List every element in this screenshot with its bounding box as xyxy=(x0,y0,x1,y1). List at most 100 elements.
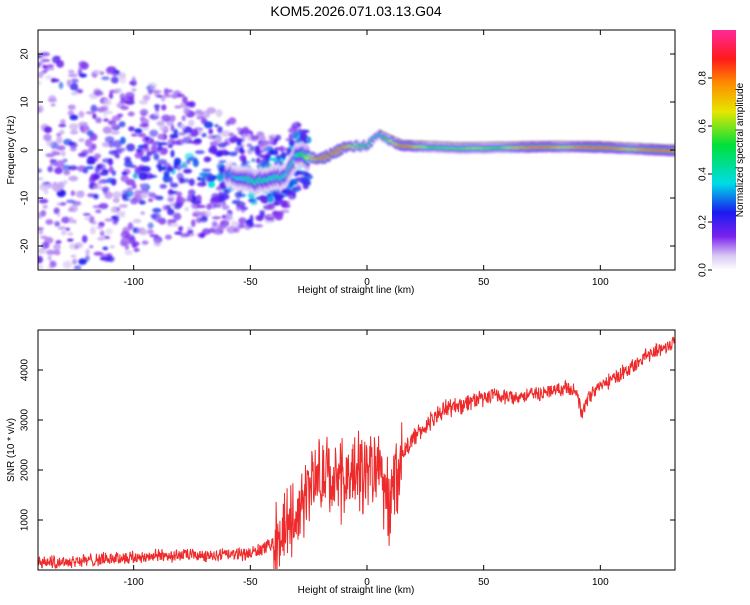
spectrogram-cell xyxy=(162,205,169,211)
spectrogram-cell xyxy=(280,151,287,159)
spectrogram-cell xyxy=(225,120,231,127)
spectrogram-cell xyxy=(185,101,193,107)
spectrogram-cell xyxy=(138,200,146,205)
spectrogram-cell xyxy=(47,165,53,173)
spectrogram-cell xyxy=(52,151,61,156)
spectrogram-cell xyxy=(103,118,109,122)
spectrogram-x-tick-label: 0 xyxy=(364,277,370,288)
spectrogram-cell xyxy=(218,224,227,229)
spectrogram-y-tick-label: -20 xyxy=(20,238,31,253)
spectrogram-cell xyxy=(124,189,134,198)
spectrogram-cell xyxy=(56,60,64,68)
spectrogram-cell xyxy=(304,173,312,177)
spectrogram-cell xyxy=(137,133,147,138)
spectrogram-cell xyxy=(210,196,220,203)
spectrogram-cell xyxy=(54,250,61,256)
spectrogram-cell xyxy=(61,150,66,157)
spectrogram-cell xyxy=(223,189,231,194)
spectrogram-cell xyxy=(117,72,127,79)
spectrogram-cell xyxy=(184,206,189,212)
spectrogram-cell xyxy=(112,215,120,223)
spectrogram-x-tick-label: 100 xyxy=(592,277,609,288)
spectrogram-cell xyxy=(220,130,231,138)
spectrogram-cell xyxy=(246,133,252,142)
spectrogram-cell xyxy=(109,245,115,249)
spectrogram-cell xyxy=(299,132,308,141)
spectrogram-cell xyxy=(238,217,247,224)
spectrogram-cell xyxy=(38,264,44,270)
spectrogram-cell xyxy=(211,221,218,228)
spectrogram-cell xyxy=(156,94,163,98)
spectrogram-cell xyxy=(111,170,117,176)
spectrogram-cell xyxy=(275,154,282,159)
spectrogram-cell xyxy=(240,160,251,164)
spectrogram-cell xyxy=(268,157,278,162)
spectrogram-cell xyxy=(219,181,228,190)
spectrogram-cell xyxy=(42,204,48,209)
spectrogram-cell xyxy=(211,147,218,155)
spectrogram-cell xyxy=(201,168,212,172)
spectrogram-cell xyxy=(86,130,94,137)
spectrogram-y-axis-label: Frequency (Hz) xyxy=(6,116,17,185)
spectrogram-cell xyxy=(153,153,160,161)
spectrogram-cell xyxy=(239,154,247,162)
spectrogram-cell xyxy=(264,145,274,152)
colorbar: 0.0 0.2 0.4 0.6 0.8 Normalized spectral ampl… xyxy=(698,30,746,277)
spectrogram-cell xyxy=(66,199,76,204)
spectrogram-cell xyxy=(69,83,79,91)
spectrogram-cell xyxy=(70,190,76,196)
spectrogram-cell xyxy=(118,121,126,128)
spectrogram-cell xyxy=(195,217,202,224)
spectrogram-frame xyxy=(37,29,676,271)
spectrogram-cell xyxy=(63,169,71,176)
snr-x-tick-label: -50 xyxy=(243,577,258,588)
spectrogram-cell xyxy=(238,223,246,229)
spectrogram-cell xyxy=(65,227,70,231)
spectrogram-cell xyxy=(87,193,96,198)
spectrogram-cell xyxy=(50,103,56,107)
colorbar-tick-label: 0.2 xyxy=(698,215,709,229)
colorbar-tick-label: 0.6 xyxy=(698,119,709,133)
spectrogram-cell xyxy=(153,194,159,200)
snr-plot-area xyxy=(38,330,675,570)
snr-x-tick-label: -100 xyxy=(124,577,144,588)
spectrogram-cell xyxy=(176,93,185,98)
spectrogram-cell xyxy=(240,127,250,134)
spectrogram-cell xyxy=(71,78,79,84)
spectrogram-cell xyxy=(256,157,261,164)
spectrogram-cell xyxy=(67,238,74,242)
spectrogram-cell xyxy=(204,210,212,218)
spectrogram-cell xyxy=(239,146,244,154)
spectrogram-cells xyxy=(38,51,675,270)
spectrogram-cell xyxy=(141,165,151,173)
spectrogram-cell xyxy=(142,126,150,131)
spectrogram-cell xyxy=(251,158,256,163)
spectrogram-x-tick-label: -50 xyxy=(243,277,258,288)
snr-axis-ticks: -100 -50 0 50 100 1000 2000 3000 4000 xyxy=(20,330,675,588)
spectrogram-cell xyxy=(180,178,190,183)
spectrogram-cell xyxy=(199,172,209,177)
spectrogram-cell xyxy=(228,132,235,138)
spectrogram-cell xyxy=(57,226,67,231)
spectrogram-cell xyxy=(255,145,261,153)
spectrogram-cell xyxy=(211,216,222,220)
spectrogram-cell xyxy=(150,213,157,219)
spectrogram-cell xyxy=(68,216,74,224)
spectrogram-cell xyxy=(208,128,213,135)
spectrogram-cell xyxy=(113,88,120,95)
spectrogram-cell xyxy=(197,176,202,181)
spectrogram-cell xyxy=(141,240,149,245)
spectrogram-cell xyxy=(54,167,63,175)
spectrogram-cell xyxy=(100,105,109,112)
spectrogram-cell xyxy=(181,115,186,122)
spectrogram-cell xyxy=(149,86,156,91)
spectrogram-cell xyxy=(300,176,309,184)
spectrogram-cell xyxy=(69,204,78,213)
spectrogram-cell xyxy=(131,88,137,92)
spectrogram-cell xyxy=(67,232,74,236)
spectrogram-cell xyxy=(205,176,212,183)
spectrogram-cell xyxy=(127,222,134,231)
spectrogram-cell xyxy=(103,235,111,240)
spectrogram-cell xyxy=(99,256,110,261)
spectrogram-cell xyxy=(92,205,101,209)
